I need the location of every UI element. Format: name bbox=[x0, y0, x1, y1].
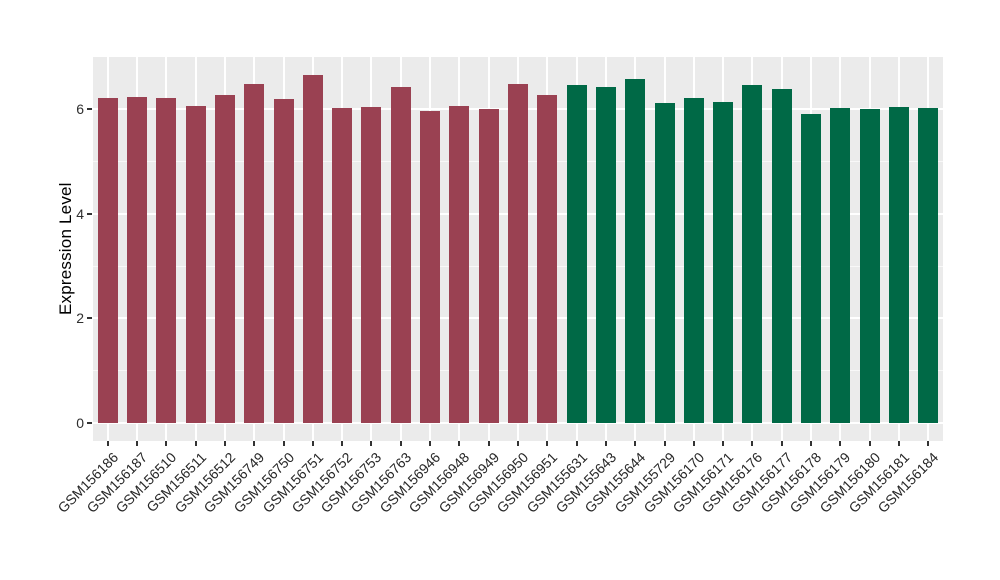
x-tick-mark bbox=[575, 441, 578, 446]
bar-GSM156180 bbox=[859, 109, 880, 423]
bar-GSM156946 bbox=[420, 110, 441, 423]
bar-GSM156171 bbox=[713, 102, 734, 423]
bar-GSM156510 bbox=[156, 97, 177, 423]
bar-GSM156178 bbox=[801, 114, 822, 423]
y-tick-mark-0 bbox=[87, 422, 92, 424]
bar-GSM155631 bbox=[566, 84, 587, 423]
x-tick-mark bbox=[223, 441, 226, 446]
bar-GSM156184 bbox=[918, 108, 939, 423]
bar-GSM156179 bbox=[830, 107, 851, 423]
x-tick-mark bbox=[898, 441, 901, 446]
x-tick-mark bbox=[106, 441, 109, 446]
bar-GSM156753 bbox=[361, 106, 382, 423]
x-tick-mark bbox=[311, 441, 314, 446]
x-tick-mark bbox=[839, 441, 842, 446]
bar-GSM156176 bbox=[742, 84, 763, 423]
x-tick-mark bbox=[692, 441, 695, 446]
y-tick-label-4: 4 bbox=[76, 205, 84, 222]
x-tick-mark bbox=[663, 441, 666, 446]
plot-panel bbox=[93, 57, 943, 441]
bar-GSM156750 bbox=[273, 98, 294, 423]
x-tick-mark bbox=[253, 441, 256, 446]
x-tick-mark bbox=[517, 441, 519, 446]
bar-GSM155643 bbox=[595, 86, 616, 423]
bar-GSM155729 bbox=[654, 103, 675, 423]
bar-GSM156751 bbox=[302, 74, 323, 423]
y-tick-label-0: 0 bbox=[76, 415, 84, 431]
bar-GSM156170 bbox=[683, 97, 704, 423]
bar-GSM156187 bbox=[126, 97, 147, 423]
x-tick-mark bbox=[429, 441, 432, 446]
x-tick-mark bbox=[194, 441, 197, 446]
x-tick-mark bbox=[458, 441, 461, 446]
bar-GSM156948 bbox=[449, 105, 470, 423]
x-tick-mark bbox=[370, 441, 373, 446]
x-tick-mark bbox=[634, 441, 637, 446]
y-tick-mark-6 bbox=[87, 108, 92, 111]
bar-GSM156511 bbox=[185, 105, 206, 423]
x-tick-mark bbox=[810, 441, 813, 446]
x-tick-mark bbox=[751, 441, 754, 446]
bar-GSM156752 bbox=[332, 107, 353, 423]
x-tick-mark bbox=[604, 441, 607, 446]
bar-GSM156763 bbox=[390, 86, 411, 423]
x-tick-mark bbox=[487, 441, 490, 446]
x-tick-mark bbox=[546, 441, 549, 446]
bar-GSM155644 bbox=[625, 78, 646, 423]
bar-GSM156186 bbox=[97, 97, 118, 423]
x-tick-mark bbox=[780, 441, 783, 446]
y-tick-mark-4 bbox=[87, 212, 92, 215]
x-tick-mark bbox=[282, 441, 285, 446]
bar-GSM156950 bbox=[508, 83, 528, 423]
x-tick-mark bbox=[135, 441, 138, 446]
x-tick-mark bbox=[165, 441, 168, 446]
y-tick-mark-2 bbox=[87, 317, 92, 320]
bar-GSM156177 bbox=[771, 89, 792, 423]
bar-GSM156749 bbox=[244, 83, 265, 423]
bar-GSM156181 bbox=[889, 106, 910, 423]
bar-GSM156512 bbox=[214, 94, 235, 423]
y-tick-label-6: 6 bbox=[76, 101, 84, 118]
bar-GSM156949 bbox=[478, 109, 499, 423]
x-tick-mark bbox=[341, 441, 344, 446]
bar-GSM156951 bbox=[537, 94, 558, 423]
y-tick-label-2: 2 bbox=[76, 310, 84, 327]
x-tick-mark bbox=[927, 441, 930, 446]
x-tick-mark bbox=[722, 441, 725, 446]
x-tick-mark bbox=[868, 441, 871, 446]
x-tick-mark bbox=[399, 441, 402, 446]
